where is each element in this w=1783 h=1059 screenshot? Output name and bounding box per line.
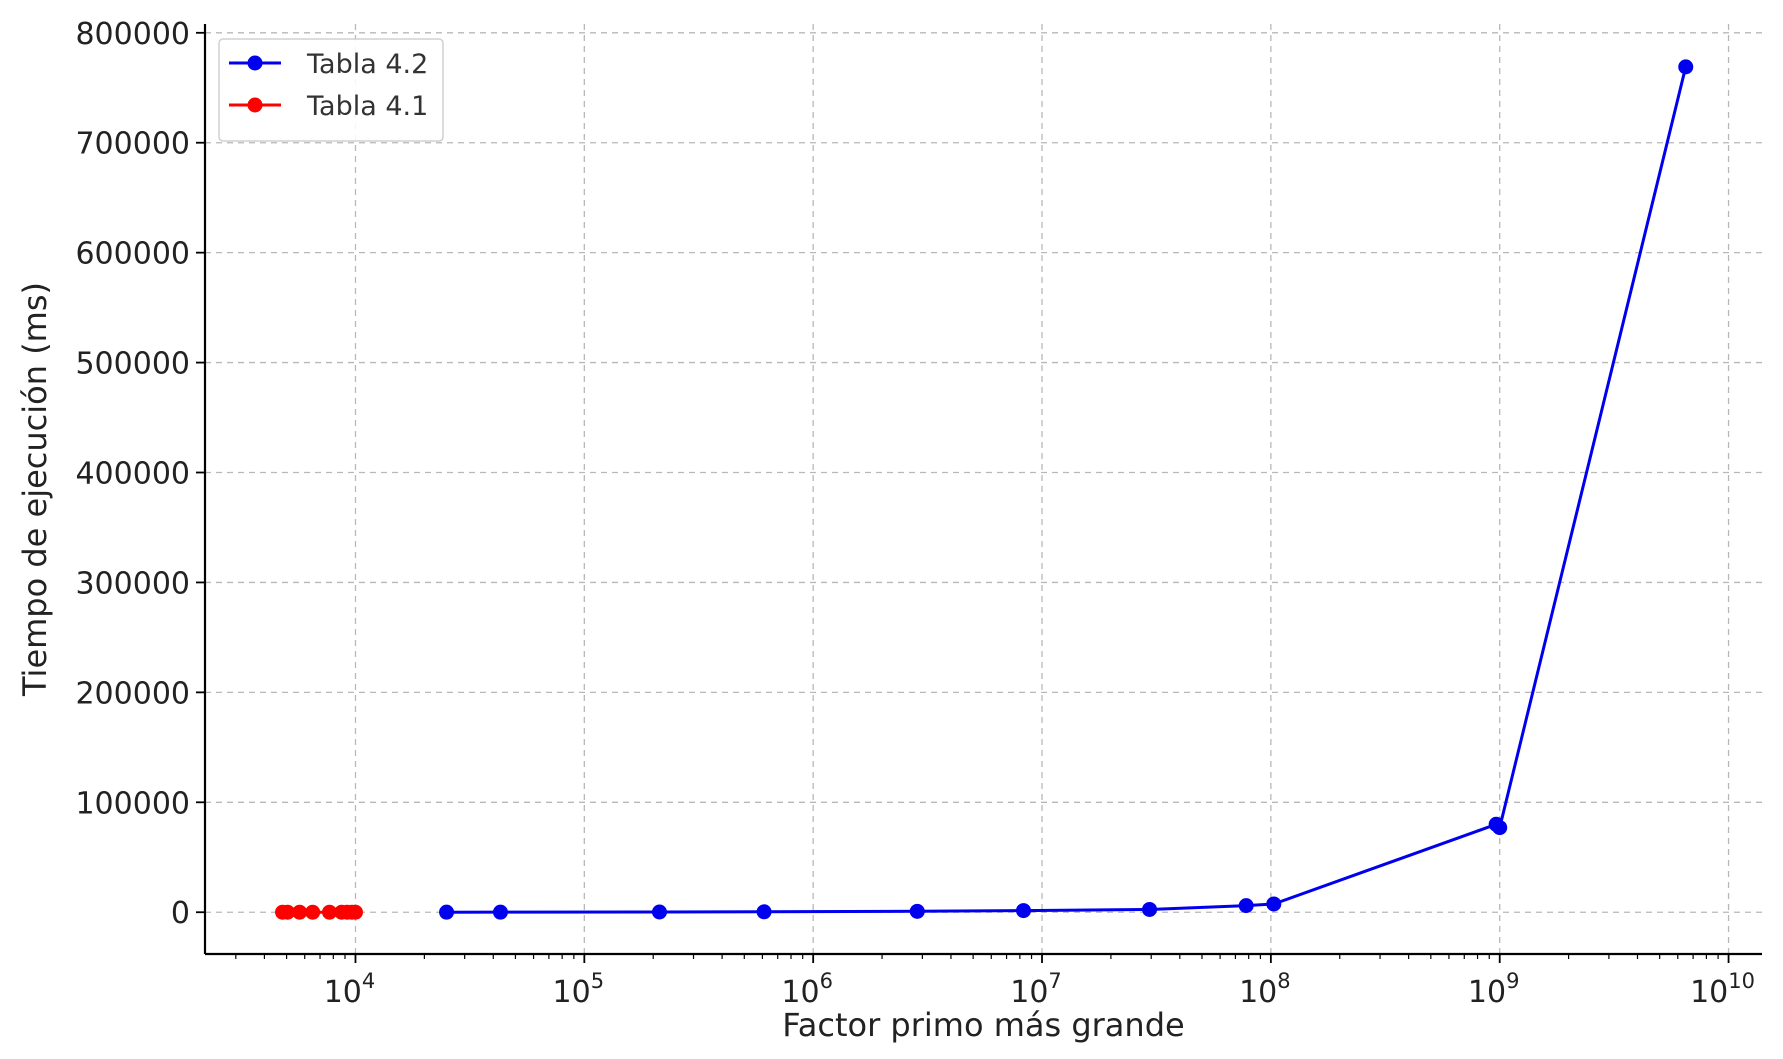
data-point	[1016, 903, 1032, 919]
data-point	[1492, 820, 1508, 836]
legend-item: Tabla 4.2	[229, 49, 428, 80]
data-point	[492, 904, 508, 920]
y-tick-label: 300000	[75, 566, 190, 601]
data-point	[305, 904, 321, 920]
data-point	[1142, 901, 1158, 917]
y-tick-label: 400000	[75, 457, 190, 492]
data-point	[651, 904, 667, 920]
data-point	[322, 904, 338, 920]
y-tick-label: 600000	[75, 237, 190, 272]
x-tick-label: 105	[553, 969, 605, 1010]
y-tick-label: 200000	[75, 676, 190, 711]
y-tick-label: 500000	[75, 347, 190, 382]
x-axis-label: Factor primo más grande	[782, 1006, 1184, 1044]
legend-marker	[247, 55, 263, 71]
data-point	[439, 904, 455, 920]
x-tick-label: 108	[1239, 969, 1291, 1010]
x-tick-label: 106	[781, 969, 833, 1010]
x-tick-label: 1010	[1690, 969, 1755, 1010]
legend-label: Tabla 4.1	[306, 91, 428, 122]
ticks-layer: 0 100000 200000 300000 400000 500000 600000 700…	[75, 17, 1755, 1010]
legend-item: Tabla 4.1	[229, 91, 428, 122]
data-point	[756, 904, 772, 920]
x-tick-label: 109	[1468, 969, 1520, 1010]
y-axis-label: Tiempo de ejecución (ms)	[16, 282, 54, 697]
data-point	[347, 904, 363, 920]
legend-label: Tabla 4.2	[306, 49, 428, 80]
data-point	[280, 904, 296, 920]
series-1	[439, 59, 1694, 920]
x-tick-label: 107	[1010, 969, 1062, 1010]
y-tick-label: 100000	[75, 786, 190, 821]
series-layer	[275, 59, 1694, 920]
data-point	[909, 903, 925, 919]
y-tick-label: 0	[171, 896, 190, 931]
data-point	[1678, 59, 1694, 75]
legend: Tabla 4.2 Tabla 4.1	[218, 38, 444, 142]
y-tick-label: 800000	[75, 17, 190, 52]
axes-layer	[203, 24, 1762, 956]
legend-marker	[247, 97, 263, 113]
series-2	[275, 904, 363, 920]
y-tick-label: 700000	[75, 127, 190, 162]
data-point	[1238, 898, 1254, 914]
data-point	[1266, 896, 1282, 912]
data-point	[292, 904, 308, 920]
grid-layer	[205, 24, 1762, 954]
x-tick-label: 104	[324, 969, 376, 1010]
